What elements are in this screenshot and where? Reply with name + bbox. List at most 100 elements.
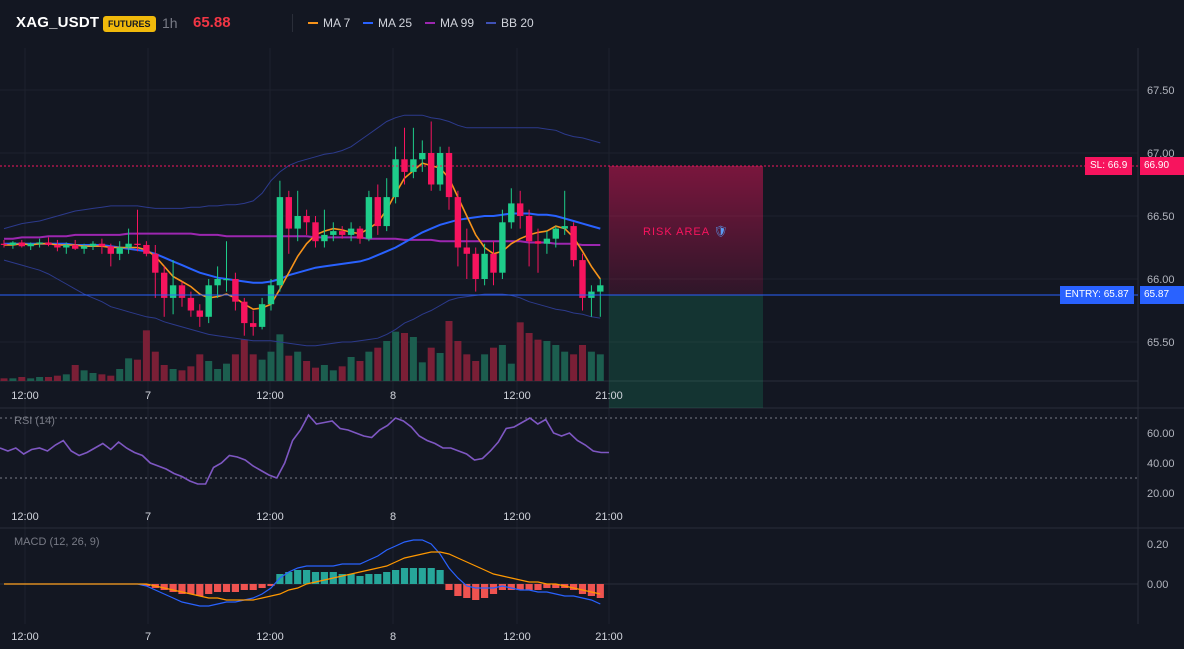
volume-bar	[347, 357, 355, 381]
volume-bar	[223, 363, 230, 381]
legend-ma99[interactable]: MA 99	[425, 16, 474, 30]
candle-body	[276, 197, 284, 286]
time-axis-tick: 8	[390, 511, 396, 523]
candle-body	[543, 238, 551, 244]
volume-bar	[596, 354, 604, 381]
legend-ma25-label: MA 25	[378, 16, 413, 30]
candle-body	[419, 153, 426, 160]
macd-title[interactable]: MACD (12, 26, 9)	[14, 536, 100, 548]
candle-body	[499, 222, 506, 273]
time-axis-tick: 12:00	[503, 390, 531, 402]
time-axis-tick: 21:00	[595, 390, 623, 402]
candle-body	[285, 197, 292, 229]
candle-body	[178, 285, 186, 298]
candle-body	[116, 247, 123, 254]
ma99-swatch	[425, 22, 435, 24]
stop-loss-value: 66.90	[1140, 157, 1184, 175]
symbol-name[interactable]: XAG_USDT	[16, 14, 100, 31]
macd-hist-bar	[311, 572, 320, 584]
candle-body	[356, 228, 364, 239]
candle-body	[570, 226, 577, 261]
candle-body	[552, 228, 559, 239]
candle-body	[374, 197, 381, 227]
candle-body	[250, 323, 257, 327]
volume-bar	[498, 345, 506, 381]
chart-header: XAG_USDT FUTURES 1h 65.88 MA 7 MA 25 MA …	[0, 0, 1184, 48]
volume-bar	[187, 366, 195, 381]
volume-bar	[125, 358, 133, 381]
volume-bar	[0, 378, 8, 381]
rsi-axis-tick: 20.00	[1147, 488, 1175, 500]
candle-body	[241, 301, 248, 324]
volume-bar	[27, 378, 35, 381]
time-axis-tick: 12:00	[11, 390, 39, 402]
macd-pane	[0, 539, 1138, 607]
macd-line	[4, 539, 601, 607]
time-axis-tick: 12:00	[503, 511, 531, 523]
volume-bar	[507, 363, 515, 381]
candle-body	[89, 243, 97, 247]
volume-bar	[383, 341, 391, 381]
candle-body	[107, 246, 114, 254]
volume-bar	[445, 321, 453, 381]
risk-area-text: RISK AREA	[643, 226, 710, 238]
volume-bar	[9, 378, 17, 381]
candle-body	[347, 228, 355, 235]
candle-body	[63, 244, 70, 248]
reward-area-box[interactable]	[609, 295, 763, 408]
time-axis-tick: 7	[145, 390, 151, 402]
legend-ma99-label: MA 99	[440, 16, 475, 30]
time-axis-tick: 12:00	[503, 631, 531, 643]
legend-ma7-label: MA 7	[323, 16, 351, 30]
volume-bar	[53, 375, 61, 381]
candle-body	[445, 153, 453, 198]
ma25-swatch	[363, 22, 373, 24]
volume-bar	[472, 361, 480, 381]
volume-bar	[267, 351, 275, 381]
price-axis-tick: 66.00	[1147, 274, 1175, 286]
candle-body	[436, 153, 444, 185]
volume-bar	[240, 339, 248, 381]
candle-body	[0, 243, 8, 245]
volume-bar	[205, 361, 213, 381]
entry-value: 65.87	[1140, 286, 1184, 304]
volume-bar	[285, 355, 293, 381]
legend-ma7[interactable]: MA 7	[308, 16, 350, 30]
macd-hist-bar	[356, 576, 364, 584]
time-axis-tick: 21:00	[595, 511, 623, 523]
macd-hist-bar	[169, 584, 177, 592]
risk-area-box[interactable]	[609, 166, 763, 295]
volume-bar	[214, 369, 222, 381]
macd-hist-bar	[222, 584, 231, 592]
macd-hist-bar	[570, 584, 578, 590]
candle-body	[517, 203, 524, 216]
time-axis-tick: 12:00	[256, 631, 284, 643]
time-axis-tick: 7	[145, 511, 151, 523]
macd-hist-bar	[525, 584, 533, 590]
candle-body	[45, 242, 52, 245]
bb20-swatch	[486, 22, 496, 24]
candle-body	[161, 272, 168, 298]
macd-hist-bar	[489, 584, 498, 594]
candle-body	[214, 279, 221, 286]
timeframe-selector[interactable]: 1h	[162, 15, 178, 31]
entry-tag[interactable]: ENTRY: 65.87	[1060, 286, 1134, 304]
last-price: 65.88	[193, 14, 231, 31]
macd-hist-bar	[552, 584, 560, 588]
macd-signal-line	[4, 551, 601, 601]
candle-body	[143, 244, 150, 254]
legend-bb20[interactable]: BB 20	[486, 16, 534, 30]
volume-bar	[98, 374, 106, 381]
volume-bar	[338, 366, 346, 381]
macd-hist-bar	[587, 584, 595, 596]
ma7-swatch	[308, 22, 318, 24]
macd-hist-bar	[392, 570, 400, 584]
macd-hist-bar	[205, 584, 213, 594]
risk-area-label: RISK AREA 🛡	[643, 225, 729, 238]
rsi-title[interactable]: RSI (14)	[14, 415, 55, 427]
time-axis-tick: 12:00	[11, 511, 39, 523]
candle-body	[223, 279, 230, 281]
stop-loss-tag[interactable]: SL: 66.9	[1085, 157, 1133, 175]
legend-ma25[interactable]: MA 25	[363, 16, 412, 30]
